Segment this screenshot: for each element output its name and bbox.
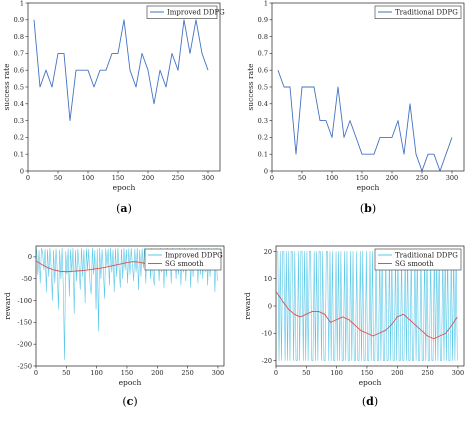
plot-frame: [35, 245, 225, 367]
y-tick-label: 0.7: [258, 50, 268, 58]
plot-frame: [27, 2, 221, 172]
y-tick-label: 0.9: [258, 16, 268, 24]
y-tick-label: 0.1: [258, 151, 268, 159]
y-tick-label: 0.4: [258, 100, 268, 108]
y-tick-label: 0.8: [14, 33, 24, 41]
y-tick-label: 0.3: [258, 117, 268, 125]
y-tick-label: -20: [262, 357, 272, 365]
x-axis-label: epoch: [357, 183, 380, 192]
x-tick-label: 200: [386, 174, 398, 182]
panel-label: (b): [360, 202, 376, 215]
x-tick-label: 250: [421, 369, 433, 377]
x-tick-label: 100: [326, 174, 338, 182]
legend: Traditional DDPG: [374, 5, 462, 19]
y-axis-label: reward: [243, 292, 252, 320]
x-tick-label: 100: [90, 369, 102, 377]
x-axis-label: epoch: [119, 378, 142, 387]
legend: Improved DDPG: [146, 5, 225, 19]
y-tick-label: 20: [264, 248, 272, 256]
y-tick-label: 0.1: [14, 151, 24, 159]
legend-entry-label: Traditional DDPG: [395, 251, 458, 259]
y-tick-label: 0.6: [258, 67, 268, 75]
y-axis-label: success rate: [246, 63, 255, 111]
x-tick-label: 150: [361, 369, 373, 377]
y-tick-label: 0.5: [258, 83, 268, 91]
x-tick-label: 300: [452, 369, 464, 377]
panel-label: (d): [362, 395, 378, 408]
y-tick-label: 0.5: [14, 83, 24, 91]
x-tick-label: 100: [330, 369, 342, 377]
panel-label: (a): [116, 202, 132, 215]
y-tick-label: 0.2: [14, 134, 24, 142]
chart-panel-b: 0 50 100 150 200 250 300 0 0.1 0.2 0.3 0.4 0.5 0.6 0.7…: [246, 0, 465, 215]
series-line-1: [277, 70, 453, 171]
legend-entry-label: Traditional DDPG: [395, 8, 458, 16]
y-tick-label: -250: [17, 362, 32, 370]
y-tick-label: 1: [20, 0, 24, 7]
x-tick-label: 200: [391, 369, 403, 377]
x-tick-label: 150: [112, 174, 124, 182]
chart-panel-c: 0 50 100 150 200 250 300 -250 -200 -150 -100 -50 0 ep…: [3, 245, 225, 408]
x-tick-label: 50: [302, 369, 310, 377]
x-tick-label: 50: [54, 174, 62, 182]
chart-panel-a: 0 50 100 150 200 250 300 0 0.1 0.2 0.3 0.4 0.5 0.6 0.7…: [2, 0, 225, 215]
legend-entry-label: SG smooth: [395, 260, 434, 268]
y-tick-label: 0: [268, 302, 272, 310]
x-tick-label: 200: [142, 174, 154, 182]
y-axis-label: reward: [3, 292, 12, 320]
y-tick-label: 0.4: [14, 100, 24, 108]
y-tick-label: -150: [17, 319, 32, 327]
y-tick-label: 0.2: [258, 134, 268, 142]
x-tick-label: 50: [298, 174, 306, 182]
x-tick-label: 250: [172, 174, 184, 182]
x-tick-label: 50: [62, 369, 70, 377]
series-line-1: [33, 19, 209, 122]
x-axis-label: epoch: [359, 378, 382, 387]
y-tick-label: -50: [22, 275, 32, 283]
y-tick-label: 0.3: [14, 117, 24, 125]
y-tick-label: -10: [262, 330, 272, 338]
y-tick-label: 0: [20, 167, 24, 175]
y-tick-label: 10: [264, 275, 272, 283]
x-tick-label: 300: [202, 174, 214, 182]
y-tick-label: 0.7: [14, 50, 24, 58]
plot-frame: [271, 2, 465, 172]
x-tick-label: 0: [274, 369, 278, 377]
x-tick-label: 150: [121, 369, 133, 377]
legend-entry-label: Improved DDPG: [167, 8, 225, 16]
x-tick-label: 150: [356, 174, 368, 182]
series-line-2: [276, 292, 458, 340]
y-tick-label: 0: [28, 253, 32, 261]
y-tick-label: 1: [264, 0, 268, 7]
y-tick-label: -200: [17, 340, 32, 348]
y-tick-label: 0: [264, 167, 268, 175]
chart-panel-d: 0 50 100 150 200 250 300 -20 -10 0 10 20 epoch reward…: [243, 245, 465, 408]
x-tick-label: 250: [181, 369, 193, 377]
legend-entry-label: Improved DDPG: [165, 251, 223, 259]
legend-entry-label: SG smooth: [165, 260, 204, 268]
panel-label: (c): [122, 395, 137, 408]
x-tick-label: 100: [82, 174, 94, 182]
y-tick-label: -100: [17, 297, 32, 305]
x-tick-label: 300: [446, 174, 458, 182]
x-tick-label: 0: [270, 174, 274, 182]
y-tick-label: 0.9: [14, 16, 24, 24]
y-axis-label: success rate: [2, 63, 11, 111]
x-tick-label: 300: [212, 369, 224, 377]
y-tick-label: 0.6: [14, 67, 24, 75]
y-tick-label: 0.8: [258, 33, 268, 41]
x-tick-label: 0: [26, 174, 30, 182]
x-tick-label: 250: [416, 174, 428, 182]
x-tick-label: 0: [34, 369, 38, 377]
x-tick-label: 200: [151, 369, 163, 377]
x-axis-label: epoch: [113, 183, 136, 192]
